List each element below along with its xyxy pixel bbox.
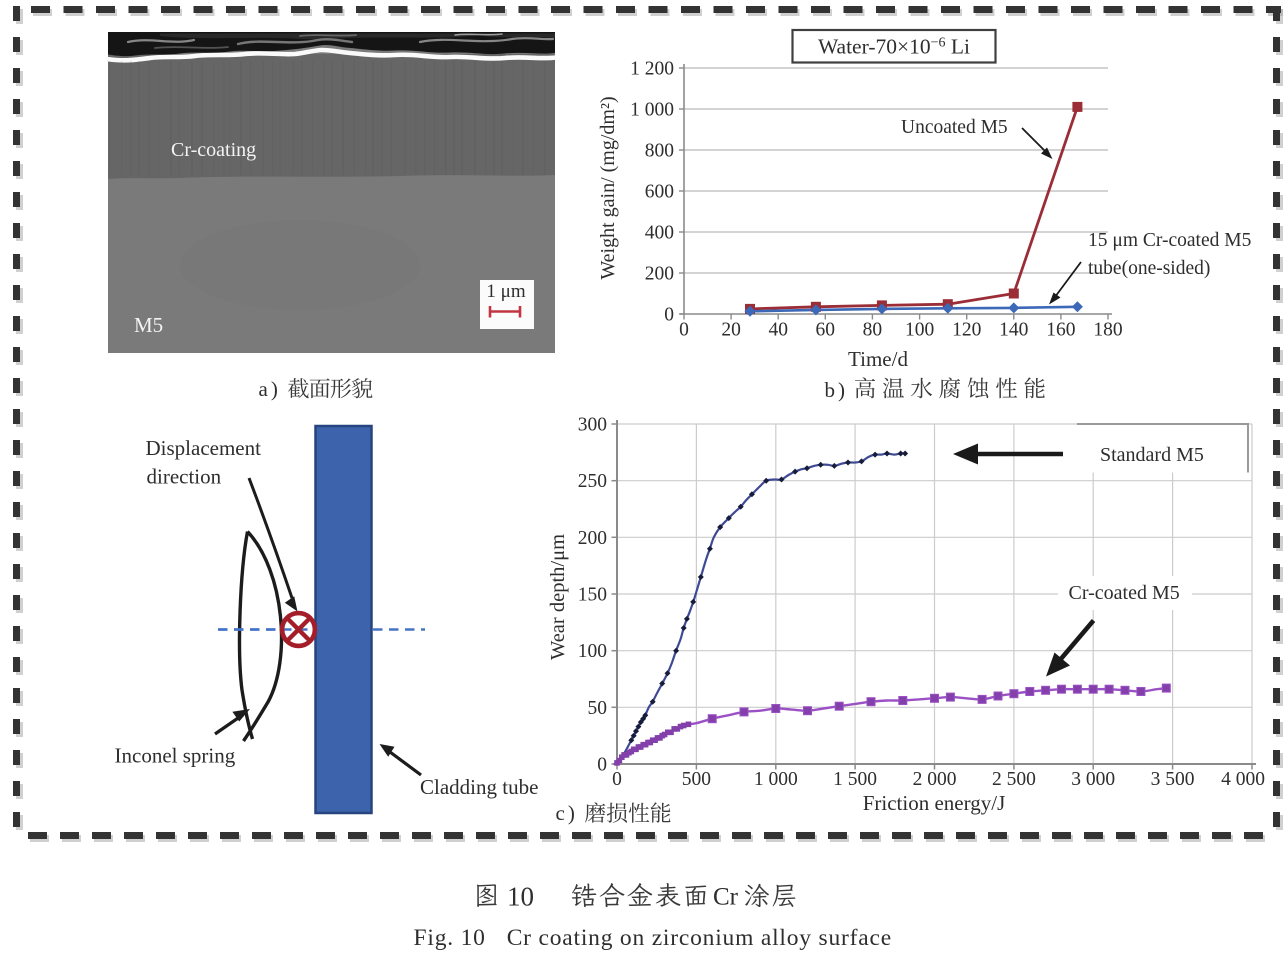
svg-text:3 500: 3 500 [1151, 769, 1195, 790]
svg-text:Water-70×10−6 Li: Water-70×10−6 Li [818, 35, 970, 59]
svg-text:Inconel spring: Inconel spring [115, 744, 236, 768]
svg-text:800: 800 [645, 141, 674, 162]
svg-text:200: 200 [578, 528, 607, 549]
svg-text:Displacement: Displacement [146, 436, 262, 460]
svg-text:Cr-coating: Cr-coating [171, 139, 256, 161]
svg-text:1 500: 1 500 [833, 769, 877, 790]
svg-text:1 000: 1 000 [630, 100, 674, 121]
svg-text:50: 50 [588, 698, 608, 719]
svg-text:180: 180 [1093, 320, 1122, 341]
svg-text:160: 160 [1046, 320, 1075, 341]
svg-text:600: 600 [645, 182, 674, 203]
svg-text:Time/d: Time/d [848, 347, 908, 371]
svg-text:1 μm: 1 μm [486, 281, 525, 302]
svg-text:0: 0 [664, 305, 674, 326]
svg-text:1 200: 1 200 [630, 59, 674, 80]
svg-text:200: 200 [645, 264, 674, 285]
svg-text:0: 0 [597, 755, 607, 776]
svg-text:Cladding tube: Cladding tube [420, 775, 538, 799]
svg-text:Friction energy/J: Friction energy/J [863, 791, 1006, 815]
svg-text:300: 300 [578, 415, 607, 436]
svg-text:b): b) [825, 378, 846, 402]
svg-text:Cr-coated M5: Cr-coated M5 [1069, 582, 1180, 604]
svg-text:140: 140 [999, 320, 1028, 341]
svg-text:80: 80 [863, 320, 883, 341]
svg-text:0: 0 [679, 320, 689, 341]
svg-text:Uncoated M5: Uncoated M5 [901, 117, 1008, 138]
svg-text:40: 40 [768, 320, 788, 341]
svg-text:Weight gain/ (mg/dm²): Weight gain/ (mg/dm²) [597, 96, 619, 279]
svg-text:direction: direction [147, 465, 222, 489]
svg-text:4 000: 4 000 [1221, 769, 1265, 790]
svg-text:150: 150 [578, 585, 607, 606]
svg-text:2 500: 2 500 [992, 769, 1036, 790]
svg-text:1 000: 1 000 [754, 769, 798, 790]
svg-text:tube(one-sided): tube(one-sided) [1088, 258, 1210, 279]
svg-text:10: 10 [507, 882, 534, 912]
svg-text:250: 250 [578, 471, 607, 492]
svg-text:60: 60 [816, 320, 836, 341]
svg-text:0: 0 [612, 769, 622, 790]
svg-text:M5: M5 [134, 313, 163, 337]
svg-text:400: 400 [645, 223, 674, 244]
svg-text:Wear depth/μm: Wear depth/μm [547, 534, 569, 660]
svg-text:500: 500 [682, 769, 711, 790]
svg-text:20: 20 [721, 320, 741, 341]
svg-text:a): a) [259, 377, 278, 401]
svg-text:Standard M5: Standard M5 [1100, 444, 1204, 466]
svg-text:2 000: 2 000 [913, 769, 957, 790]
svg-text:3 000: 3 000 [1071, 769, 1115, 790]
svg-text:Cr: Cr [713, 884, 739, 911]
svg-text:100: 100 [578, 641, 607, 662]
svg-text:15 μm Cr-coated M5: 15 μm Cr-coated M5 [1088, 230, 1251, 251]
svg-text:c): c) [556, 801, 575, 825]
svg-text:100: 100 [905, 320, 934, 341]
svg-text:120: 120 [952, 320, 981, 341]
